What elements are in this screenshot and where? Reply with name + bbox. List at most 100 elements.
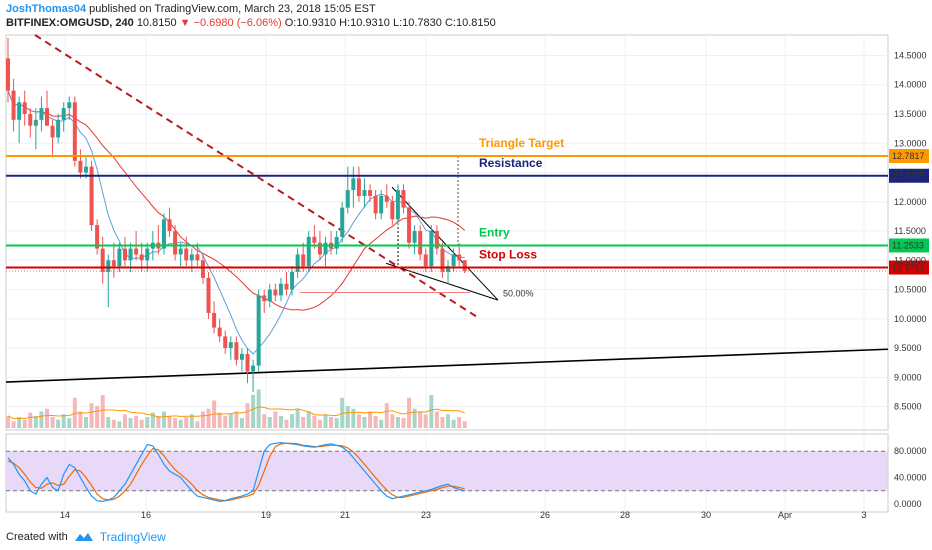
candle-body xyxy=(262,295,267,302)
y-tick-label: 14.0000 xyxy=(894,80,927,90)
volume-bar xyxy=(67,418,72,428)
candle-body xyxy=(83,166,88,173)
volume-bar xyxy=(167,415,172,428)
candle-body xyxy=(167,219,172,232)
candle xyxy=(111,242,116,278)
candle-body xyxy=(11,90,16,120)
candle-body xyxy=(418,231,423,255)
candle-body xyxy=(251,365,256,372)
chart-header: JoshThomas04 published on TradingView.co… xyxy=(6,2,926,30)
volume-bar xyxy=(329,417,334,428)
candle xyxy=(245,348,250,384)
volume-bar xyxy=(95,406,100,428)
candle-body xyxy=(457,254,462,261)
chart-axes: 14.5000 14.0000 13.5000 13.0000 12.5000 12.00… xyxy=(60,50,927,520)
volume-bar xyxy=(451,419,456,428)
volume-bar xyxy=(22,419,27,428)
volume-bar xyxy=(100,395,105,428)
volume-bar xyxy=(390,414,395,428)
candle xyxy=(89,160,94,232)
candle-body xyxy=(100,248,105,272)
candle xyxy=(33,108,38,150)
x-tick-label: 19 xyxy=(261,510,271,520)
candle xyxy=(223,330,228,354)
volume-bar xyxy=(290,414,295,428)
candle xyxy=(407,201,412,249)
candle xyxy=(457,242,462,267)
x-tick-label: 28 xyxy=(620,510,630,520)
candle xyxy=(412,225,417,255)
tradingview-brand[interactable]: TradingView xyxy=(99,530,166,544)
candle-body xyxy=(340,207,345,237)
volume-bar xyxy=(161,411,166,428)
volume-bar xyxy=(317,419,322,428)
symbol-label: BITFINEX:OMGUSD, 240 xyxy=(6,17,134,29)
volume-bar xyxy=(295,408,300,428)
candle xyxy=(44,90,49,126)
volume-bar xyxy=(340,397,345,428)
candle xyxy=(239,348,244,372)
candle-body xyxy=(161,219,166,249)
y-tick-label: 10.5000 xyxy=(894,285,927,295)
price-levels: Triangle Target 12.7817 Resistance 12.4445 E… xyxy=(6,136,929,298)
candle xyxy=(345,166,350,214)
volume-bar xyxy=(262,414,267,428)
volume-bar xyxy=(139,419,144,428)
candle-body xyxy=(106,260,111,272)
x-tick-label: 14 xyxy=(60,510,70,520)
volume-bar xyxy=(117,421,122,428)
volume-bar xyxy=(145,417,150,428)
candle-body xyxy=(189,254,194,261)
candle xyxy=(368,184,373,202)
candle-body xyxy=(228,342,233,349)
volume-bar xyxy=(256,389,261,428)
volume-bar xyxy=(39,411,44,428)
candle xyxy=(340,201,345,243)
stoch-d-line xyxy=(7,442,465,502)
candle-body xyxy=(384,195,389,202)
volume-bar xyxy=(150,412,155,428)
triangle-lower-line xyxy=(385,262,499,301)
volume-bar xyxy=(28,412,33,428)
author-name[interactable]: JoshThomas04 xyxy=(6,3,87,15)
candle-body xyxy=(78,160,83,173)
triangle-upper-line xyxy=(391,186,499,301)
y-tick-label: 12.5000 xyxy=(894,168,927,178)
x-tick-label: 30 xyxy=(701,510,711,520)
volume-bar xyxy=(267,417,272,428)
candle-body xyxy=(278,283,283,296)
candle xyxy=(278,277,283,302)
volume-bar xyxy=(33,415,38,428)
candle-body xyxy=(368,190,373,196)
candle xyxy=(78,149,83,179)
volume-bar xyxy=(245,403,250,428)
volume-bar xyxy=(217,412,222,428)
volume-bar xyxy=(234,411,239,428)
candle-body xyxy=(50,125,55,138)
candle-body xyxy=(195,254,200,261)
candlesticks xyxy=(6,37,467,392)
candle xyxy=(11,78,16,132)
candle-body xyxy=(395,190,400,220)
level-label: Entry xyxy=(479,225,510,239)
x-tick-label: 26 xyxy=(540,510,550,520)
volume-bar xyxy=(423,414,428,428)
volume-bar xyxy=(6,415,10,428)
volume-bar xyxy=(206,408,211,428)
candle-body xyxy=(295,254,300,272)
candle xyxy=(284,272,289,296)
price-tag-box xyxy=(889,149,929,164)
chart-grid xyxy=(5,34,889,513)
candle xyxy=(256,289,261,372)
volume-bar xyxy=(312,415,317,428)
price-chart[interactable]: Triangle Target 12.7817 Resistance 12.4445 E… xyxy=(0,0,932,528)
price-pane-frame xyxy=(5,34,889,431)
x-tick-label: 16 xyxy=(141,510,151,520)
stochastic-pane xyxy=(6,441,888,503)
candle xyxy=(418,225,423,261)
candle-body xyxy=(173,231,178,255)
stoch-tick-label: 40.0000 xyxy=(894,473,927,483)
volume-bar xyxy=(173,418,178,428)
y-tick-label: 14.5000 xyxy=(894,50,927,60)
candle-body xyxy=(72,102,77,161)
